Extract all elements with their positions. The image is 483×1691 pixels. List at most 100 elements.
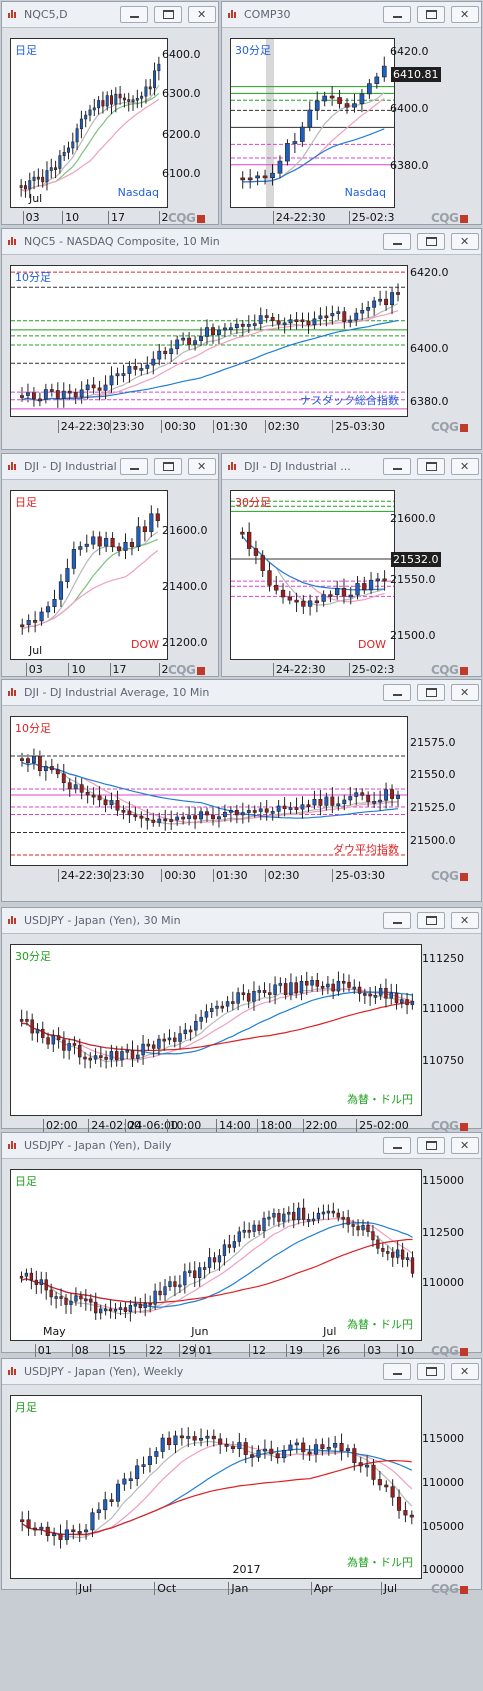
close-button[interactable]: ✕: [451, 6, 479, 23]
close-button[interactable]: ✕: [451, 1363, 479, 1380]
candle: [331, 978, 335, 1000]
window-title-bar[interactable]: DJI - DJ Industrial ... ✕: [2, 454, 218, 480]
candle: [181, 812, 186, 825]
close-button[interactable]: ✕: [188, 6, 216, 23]
window-title-bar[interactable]: DJI - DJ Industrial ... ✕: [222, 454, 481, 480]
candle: [396, 790, 400, 807]
x-axis-label: 02:30: [264, 869, 299, 882]
y-axis-label: 21550.0: [390, 573, 436, 587]
candle: [19, 1271, 24, 1283]
candle: [155, 508, 160, 528]
candle: [202, 1261, 207, 1279]
candle: [103, 795, 108, 813]
candle: [147, 1447, 152, 1473]
chart-plot-area[interactable]: 10分足 ダウ平均指数: [10, 716, 408, 866]
candle: [356, 1219, 360, 1237]
window-title-bar[interactable]: DJI - DJ Industrial Average, 10 Min ✕: [2, 680, 481, 706]
maximize-button[interactable]: [417, 6, 445, 23]
candle: [167, 1431, 172, 1451]
window-title-bar[interactable]: NQC5,D ✕: [2, 2, 218, 28]
chart-plot-area[interactable]: 日足 為替・ドル円: [10, 1169, 422, 1341]
close-button[interactable]: ✕: [451, 458, 479, 475]
chart-plot-area[interactable]: 日足 DOW: [10, 490, 168, 660]
maximize-button[interactable]: [417, 912, 445, 929]
chart-plot-area[interactable]: 月足 為替・ドル円: [10, 1395, 422, 1579]
window-title-bar[interactable]: COMP30 ✕: [222, 2, 481, 28]
period-label: Jul: [28, 644, 43, 657]
x-axis-label: 24: [158, 663, 168, 676]
maximize-button[interactable]: [417, 233, 445, 250]
candle: [157, 812, 162, 827]
timeframe-label: 10分足: [15, 722, 51, 735]
close-button[interactable]: ✕: [451, 912, 479, 929]
candle: [341, 973, 346, 993]
maximize-button[interactable]: [154, 6, 182, 23]
x-axis-label: 25-03:30: [332, 869, 385, 882]
timeframe-label: 30分足: [235, 496, 271, 509]
candle: [125, 1043, 129, 1060]
minimize-button[interactable]: [383, 1363, 411, 1380]
candle: [217, 325, 221, 344]
candle: [274, 575, 279, 595]
candle: [326, 976, 330, 995]
candle: [368, 572, 374, 595]
close-button[interactable]: ✕: [451, 684, 479, 701]
window-title-bar[interactable]: NQC5 - NASDAQ Composite, 10 Min ✕: [2, 229, 481, 255]
candle: [335, 580, 340, 600]
candle: [103, 1491, 108, 1520]
instrument-label: 為替・ドル円: [347, 1318, 413, 1331]
minimize-button[interactable]: [383, 912, 411, 929]
candle: [43, 383, 48, 404]
chart-plot-area[interactable]: 30分足 Nasdaq: [230, 38, 395, 208]
minimize-button[interactable]: [383, 233, 411, 250]
minimize-button[interactable]: [120, 458, 148, 475]
candle: [277, 1209, 281, 1228]
minimize-button[interactable]: [383, 684, 411, 701]
candle: [305, 971, 309, 996]
candle: [72, 1036, 77, 1055]
close-button[interactable]: ✕: [451, 1137, 479, 1154]
minimize-button[interactable]: [383, 6, 411, 23]
candle: [157, 1034, 161, 1056]
chart-plot-area[interactable]: 30分足 為替・ドル円: [10, 944, 422, 1116]
maximize-button[interactable]: [417, 1363, 445, 1380]
maximize-button[interactable]: [417, 684, 445, 701]
maximize-button[interactable]: [154, 458, 182, 475]
candle: [52, 589, 57, 614]
candle: [140, 91, 144, 108]
window-title-bar[interactable]: USDJPY - Japan (Yen), Daily ✕: [2, 1133, 481, 1159]
x-axis: 01081522290112192603101724: [10, 1341, 422, 1361]
candle: [91, 530, 96, 550]
price-chart: [20, 505, 160, 635]
chart-plot-area[interactable]: 10分足 ナスダック総合指数: [10, 265, 408, 417]
close-button[interactable]: ✕: [451, 233, 479, 250]
candle: [288, 1439, 293, 1457]
close-button[interactable]: ✕: [188, 458, 216, 475]
chart-plot-area[interactable]: 30分足 DOW: [230, 490, 395, 660]
candle: [225, 996, 230, 1012]
window-title-bar[interactable]: USDJPY - Japan (Yen), Weekly ✕: [2, 1359, 481, 1385]
chart-plot-area[interactable]: 日足 Nasdaq: [10, 38, 168, 208]
maximize-button[interactable]: [417, 458, 445, 475]
candle: [262, 982, 267, 998]
minimize-button[interactable]: [383, 1137, 411, 1154]
price-chart: [231, 39, 394, 207]
candle: [160, 1433, 165, 1459]
candle: [169, 340, 174, 362]
candle: [361, 1219, 365, 1236]
candle: [218, 1433, 223, 1454]
window-title-bar[interactable]: USDJPY - Japan (Yen), 30 Min ✕: [2, 908, 481, 934]
maximize-button[interactable]: [417, 1137, 445, 1154]
candle: [90, 1508, 95, 1538]
candle: [120, 1046, 124, 1067]
candle: [212, 1252, 217, 1270]
instrument-label: 為替・ドル円: [347, 1093, 413, 1106]
candle: [355, 576, 360, 600]
candle: [123, 1302, 128, 1319]
candle: [386, 1245, 390, 1261]
candle: [135, 89, 139, 109]
minimize-button[interactable]: [120, 6, 148, 23]
minimize-button[interactable]: [383, 458, 411, 475]
instrument-label: Nasdaq: [117, 186, 159, 199]
candle: [342, 307, 347, 329]
